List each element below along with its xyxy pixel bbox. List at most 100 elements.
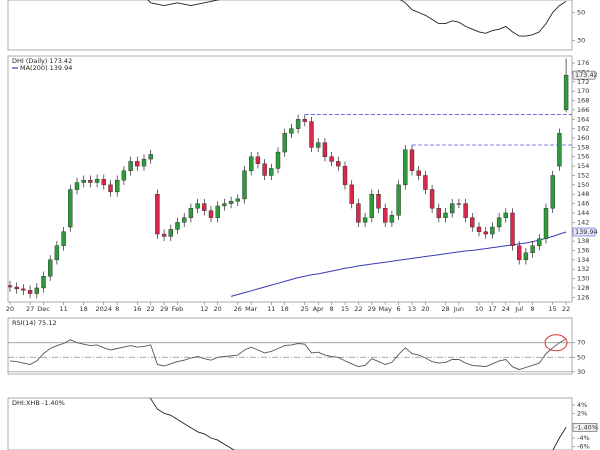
candle-body	[275, 151, 281, 169]
candle-body	[94, 179, 100, 183]
candle-body	[537, 238, 542, 246]
candle-body	[295, 119, 301, 129]
candle-body	[329, 156, 334, 162]
candle-body	[316, 142, 321, 148]
candle-body	[121, 170, 127, 181]
x-tick-label: 18	[281, 305, 289, 313]
candle-body	[550, 175, 555, 209]
candle-body	[423, 175, 428, 190]
panel-frame	[7, 55, 573, 303]
x-tick-label: 2024	[96, 305, 113, 313]
candle-body	[81, 179, 86, 183]
y-tick-label: 128	[577, 284, 589, 292]
candle-body	[14, 286, 19, 290]
candle-body	[208, 210, 214, 218]
ma-tag-box	[572, 227, 596, 237]
candle-body	[403, 149, 408, 186]
candle-body	[74, 182, 80, 190]
candle-body	[396, 184, 401, 216]
candle-body	[202, 203, 207, 211]
candle-body	[34, 287, 39, 294]
x-tick-label: Dec	[37, 305, 50, 313]
x-tick-label: 18	[80, 305, 88, 313]
candle-body	[362, 217, 368, 223]
y-tick-label: 150	[577, 181, 589, 189]
candle-body	[215, 205, 220, 218]
candle-body	[168, 229, 174, 237]
y-tick-label: 2%	[577, 409, 587, 417]
x-tick-label: 10	[475, 305, 483, 313]
candle-body	[248, 156, 254, 172]
candle-body	[557, 133, 562, 167]
x-tick-label: May	[378, 305, 392, 313]
candle-body	[483, 231, 488, 235]
x-tick-label: 20	[421, 305, 429, 313]
candle-body	[456, 203, 462, 205]
candle-body	[356, 203, 361, 223]
y-tick-label: 4%	[577, 401, 587, 409]
y-tick-label: 132	[577, 265, 589, 273]
y-tick-label: 30	[577, 36, 585, 44]
candle-body	[309, 121, 314, 148]
x-tick-label: 15	[341, 305, 349, 313]
price-tag: 173.42	[575, 71, 598, 79]
candle-body	[255, 156, 261, 164]
candle-body	[490, 226, 495, 235]
candle-body	[48, 259, 53, 277]
y-tick-label: 144	[577, 209, 589, 217]
y-tick-label: 134	[577, 256, 589, 264]
panel-plot	[147, 0, 567, 37]
candle-body	[369, 194, 374, 218]
x-tick-label: 16	[133, 305, 141, 313]
y-tick-label: 130	[577, 275, 589, 283]
candle-body	[503, 212, 508, 218]
candle-body	[141, 158, 147, 167]
x-tick-label: 15	[549, 305, 557, 313]
candle-body	[389, 215, 395, 223]
x-tick-label: 17	[488, 305, 496, 313]
y-tick-label: 170	[577, 87, 589, 95]
candle-body	[222, 203, 227, 207]
y-tick-label: 162	[577, 125, 589, 133]
x-tick-label: Mar	[245, 305, 258, 313]
candle-body	[161, 233, 167, 237]
y-tick-label: 136	[577, 246, 589, 254]
y-tick-label: -6%	[577, 442, 590, 450]
y-tick-label: 156	[577, 153, 589, 161]
x-tick-label: 20	[6, 305, 14, 313]
candle-body	[543, 208, 549, 239]
candle-body	[41, 276, 46, 289]
x-tick-label: Jun	[453, 305, 464, 313]
x-tick-label: 24	[502, 305, 510, 313]
x-tick-label: 28	[441, 305, 449, 313]
panel-plot	[8, 58, 572, 299]
candle-body	[175, 222, 180, 230]
x-tick-label: 25	[301, 305, 309, 313]
x-tick-label: 22	[147, 305, 155, 313]
y-tick-label: 168	[577, 97, 589, 105]
panel-title: RSI(14) 75.12	[12, 319, 57, 327]
candle-body	[61, 231, 66, 246]
candle-body	[436, 208, 441, 218]
x-tick-label: 26	[234, 305, 242, 313]
y-tick-label: 50	[577, 353, 585, 361]
y-tick-label: 176	[577, 59, 589, 67]
candle-body	[114, 179, 120, 193]
candle-body	[322, 142, 328, 157]
candle-body	[523, 252, 529, 261]
candle-body	[429, 189, 435, 209]
candle-body	[235, 198, 241, 202]
y-tick-label: 142	[577, 218, 589, 226]
candle-body	[342, 165, 348, 186]
candle-body	[68, 189, 73, 228]
x-tick-label: Apr	[313, 305, 325, 313]
legend-label: MA(200) 139.94	[20, 64, 72, 72]
candle-body	[269, 168, 274, 176]
x-tick-label: 22	[354, 305, 362, 313]
candle-body	[101, 179, 107, 186]
candle-body	[27, 290, 33, 294]
y-tick-label: 126	[577, 293, 589, 301]
x-tick-label: Jul	[514, 305, 523, 313]
